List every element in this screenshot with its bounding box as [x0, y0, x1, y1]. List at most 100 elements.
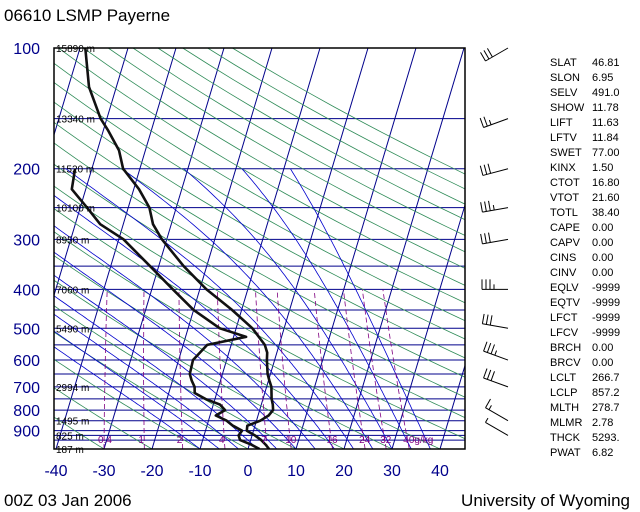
index-value: 0.00 [592, 252, 613, 264]
index-value: 0.00 [592, 237, 613, 249]
mixing-ratio-label: 1 [138, 435, 144, 446]
dry-adiabat [157, 48, 465, 221]
height-label: 10100 m [56, 204, 95, 215]
height-label: 11520 m [56, 165, 94, 176]
wind-barb-flag [481, 313, 485, 324]
dry-adiabat [54, 305, 297, 449]
height-label: 2994 m [56, 383, 89, 394]
pressure-tick-label: 200 [13, 162, 40, 179]
wind-barb-staff [483, 118, 509, 128]
index-value: 491.0 [592, 87, 620, 99]
index-value: 278.7 [592, 402, 620, 414]
isotherm-line [55, 48, 177, 449]
moist-adiabat [121, 168, 374, 449]
moist-adiabat [65, 168, 354, 449]
mixing-ratio-label: 4 [219, 435, 225, 446]
index-name: CINS [550, 252, 576, 264]
wind-barb-flag [488, 200, 491, 211]
mixing-ratio-label: 7 [261, 435, 267, 446]
isotherm-line [295, 48, 417, 449]
wind-barb-flag [479, 117, 485, 128]
index-value: 11.63 [592, 117, 619, 129]
index-value: 6.82 [592, 447, 613, 459]
pressure-tick-label: 500 [13, 321, 40, 338]
height-label: 5490 m [56, 324, 89, 335]
temperature-tick-label: -40 [44, 463, 67, 480]
index-name: SHOW [550, 102, 585, 114]
dry-adiabat [54, 82, 465, 322]
height-label: 1495 m [56, 417, 89, 428]
pressure-tick-label: 100 [13, 41, 40, 58]
index-value: 11.84 [592, 132, 619, 144]
dry-adiabat [132, 48, 465, 236]
moist-adiabat [241, 168, 412, 449]
wind-barb-flag [483, 341, 488, 352]
dry-adiabat [54, 387, 153, 449]
wind-barb-flag [490, 344, 495, 355]
index-name: LIFT [550, 117, 573, 129]
index-value: -9999 [592, 327, 620, 339]
wind-barb-flag [484, 233, 487, 244]
pressure-tick-label: 900 [13, 424, 40, 441]
index-value: 0.00 [592, 222, 613, 234]
index-value: 0.00 [592, 357, 613, 369]
index-value: 46.81 [592, 57, 620, 69]
isotherm-line [54, 48, 129, 298]
index-value: 38.40 [592, 207, 620, 219]
dry-adiabat [54, 358, 201, 449]
isotherm-line [247, 48, 369, 449]
temperature-tick-label: 10 [287, 463, 305, 480]
index-name: SLON [550, 72, 580, 84]
pressure-tick-label: 400 [13, 282, 40, 299]
wind-barb-flag [485, 398, 491, 408]
temperature-tick-label: 40 [431, 463, 449, 480]
wind-barb-half-flag [485, 417, 489, 423]
temperature-line [84, 48, 275, 449]
moist-adiabat [54, 274, 278, 449]
wind-barb-half-flag [488, 405, 492, 410]
index-name: MLMR [550, 417, 582, 429]
pressure-tick-label: 700 [13, 380, 40, 397]
footer-source: University of Wyoming [461, 491, 630, 510]
mixing-ratio-label: 2 [177, 435, 183, 446]
index-value: 77.00 [592, 147, 620, 159]
mixing-ratio-label: 10 [285, 435, 297, 446]
index-name: VTOT [550, 192, 579, 204]
wind-barb [480, 232, 509, 245]
dry-adiabat [54, 62, 465, 304]
mixing-ratio-line [103, 289, 108, 449]
isotherm-line [151, 48, 273, 449]
wind-barb-flag [480, 202, 483, 213]
index-name: LFCV [550, 327, 579, 339]
index-name: CAPV [550, 237, 581, 249]
dry-adiabat [107, 48, 465, 253]
wind-barb [483, 341, 509, 361]
moist-adiabat [54, 330, 220, 449]
dry-adiabat [54, 185, 465, 419]
pressure-tick-label: 600 [13, 353, 40, 370]
moist-adiabat [54, 251, 297, 449]
height-label: 15890 m [56, 44, 95, 55]
temperature-tick-label: -10 [188, 463, 211, 480]
wind-barb-flag [483, 164, 488, 175]
sounding-profiles [70, 48, 275, 449]
wind-barb-half-flag [488, 119, 492, 125]
isotherm-line [54, 48, 81, 137]
index-name: THCK [550, 432, 581, 444]
wind-barb-flag [484, 201, 487, 212]
mixing-ratio-labels: 0.4 1 2 4 7 10 16 24 32 40g/kg [98, 435, 433, 446]
wind-barbs [479, 47, 509, 436]
index-name: LFTV [550, 132, 578, 144]
index-name: SELV [550, 87, 578, 99]
moist-adiabat [183, 168, 393, 449]
wind-barb-staff [482, 323, 509, 329]
dry-adiabat [83, 48, 465, 269]
wind-barb-half-flag [494, 350, 498, 356]
index-name: EQLV [550, 282, 579, 294]
wind-barb-staff [485, 421, 509, 436]
background-grid [54, 48, 465, 449]
index-value: -9999 [592, 312, 620, 324]
index-name: TOTL [550, 207, 578, 219]
height-label: 187 m [56, 445, 84, 456]
index-name: LCLT [550, 372, 576, 384]
